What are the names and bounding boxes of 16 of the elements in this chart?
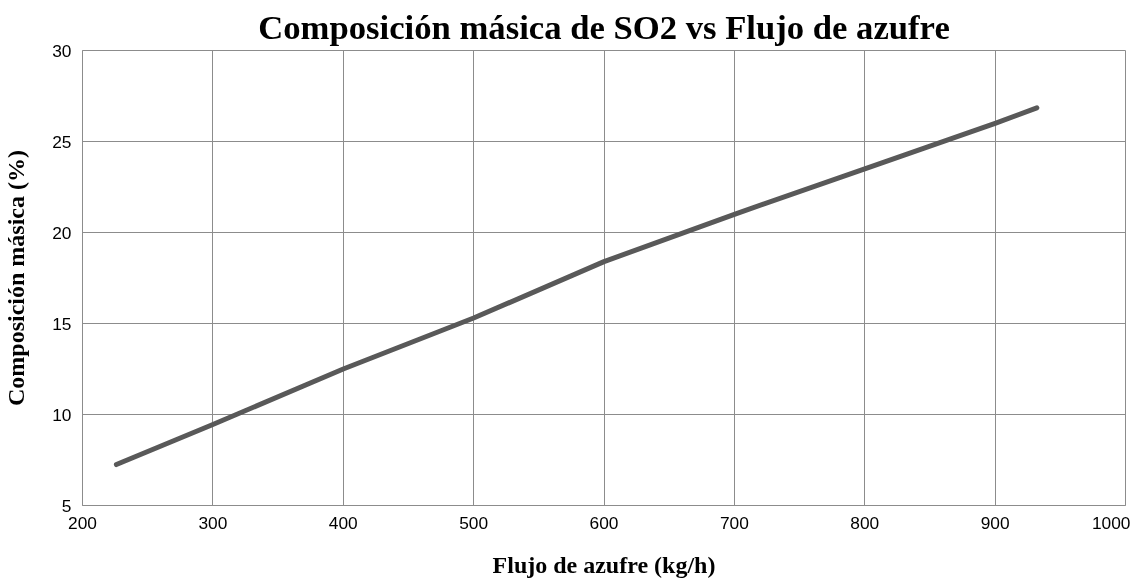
x-tick-label: 300 [198, 512, 228, 533]
y-axis-title: Composición másica (%) [3, 150, 30, 406]
y-tick-label: 20 [52, 222, 72, 243]
x-tick-label: 500 [459, 512, 489, 533]
x-tick-label: 400 [328, 512, 358, 533]
x-tick-label: 900 [980, 512, 1010, 533]
y-tick-label: 30 [52, 40, 72, 61]
x-tick-label: 700 [719, 512, 749, 533]
x-tick-label: 800 [850, 512, 880, 533]
x-axis-title: Flujo de azufre (kg/h) [492, 551, 716, 578]
x-tick-label: 1000 [1091, 512, 1131, 533]
y-tick-label: 15 [52, 313, 72, 334]
y-tick-label: 10 [52, 404, 72, 425]
y-tick-label: 25 [52, 131, 72, 152]
x-tick-label: 600 [589, 512, 619, 533]
chart-title: Composición másica de SO2 vs Flujo de azufre [258, 7, 950, 46]
